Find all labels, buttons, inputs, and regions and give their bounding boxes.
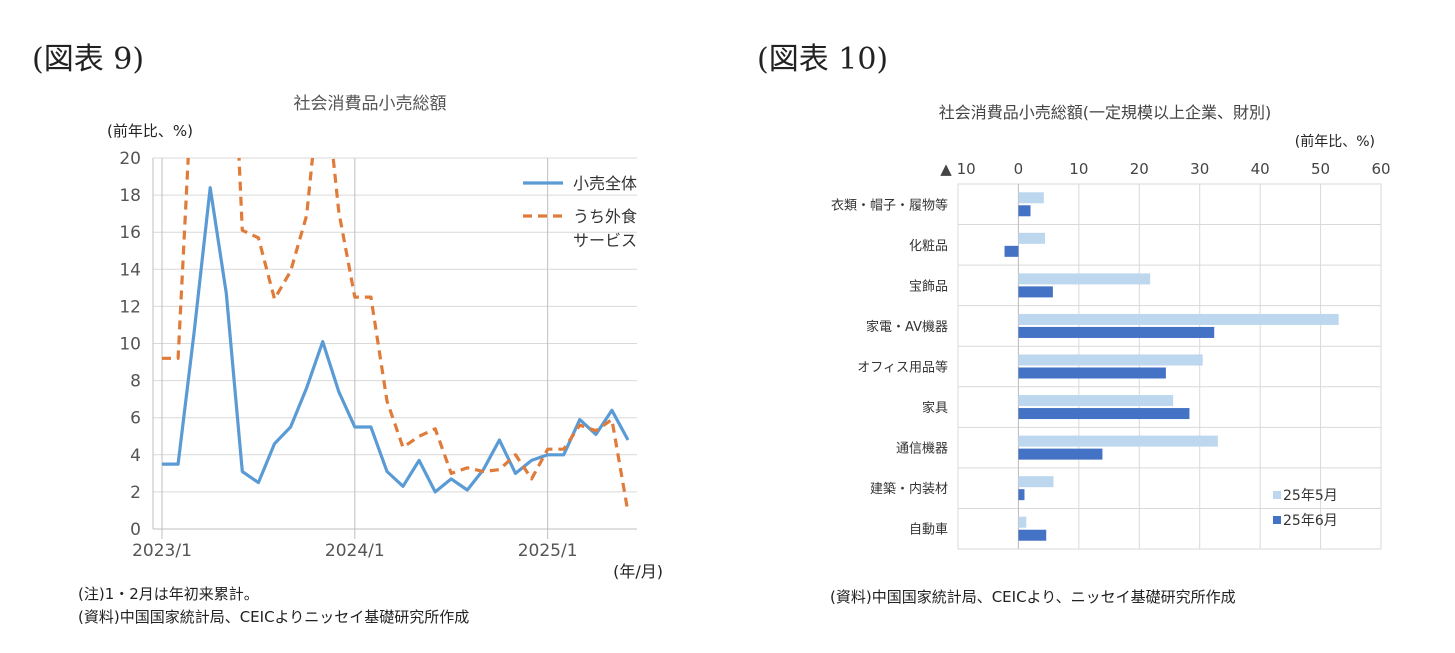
chart10-legend-swatch <box>1273 516 1281 524</box>
chart10-bar-june <box>1018 408 1190 420</box>
chart9-x-tick-label: 2023/1 <box>132 541 192 561</box>
retail-sales-line-chart: 社会消費品小売総額 (前年比、%) 0 2 4 6 8 10 12 14 16 18 20 2023/1 2… <box>107 94 663 581</box>
chart10-x-tick-label: 40 <box>1251 160 1270 178</box>
chart9-x-tick-label: 2024/1 <box>325 541 385 561</box>
chart10-bar-may <box>1018 395 1174 407</box>
chart9-legend-label: うち外食 <box>573 207 637 226</box>
chart10-bar-june <box>1018 326 1215 338</box>
chart9-x-unit: (年/月) <box>613 562 663 581</box>
chart9-legend-label: サービス <box>573 231 637 250</box>
chart10-legend-swatch <box>1273 491 1281 499</box>
chart10-category-label: 化粧品 <box>909 239 948 254</box>
chart10-x-tick-label: 20 <box>1130 160 1149 178</box>
chart10-x-tick-label: 0 <box>1014 160 1024 178</box>
chart9-y-tick-label: 6 <box>130 409 141 429</box>
chart10-category-label: 衣類・帽子・履物等 <box>831 197 948 213</box>
chart10-legend-label: 25年5月 <box>1283 488 1338 504</box>
chart10-category-label: 家具 <box>922 400 948 416</box>
chart10-bar-june <box>1018 529 1047 541</box>
chart10-x-tick-label: 10 <box>1069 160 1088 178</box>
chart9-y-tick-label: 18 <box>119 186 141 206</box>
chart10-bar-june <box>1004 245 1019 257</box>
chart9-y-tick-label: 2 <box>130 483 141 503</box>
figure10-label: (図表 10) <box>757 42 889 77</box>
chart9-series-line-0 <box>162 186 630 494</box>
chart9-y-unit: (前年比、%) <box>107 122 193 140</box>
chart10-bar-may <box>1018 516 1027 528</box>
chart10-x-tick-label: 50 <box>1311 160 1330 178</box>
chart10-category-label: 宝飾品 <box>909 279 948 294</box>
chart10-bar-may <box>1018 435 1218 447</box>
chart10-x-tick-label: 60 <box>1371 160 1390 178</box>
chart10-x-tick-label: ▲ 10 <box>940 160 975 178</box>
chart9-y-tick-label: 0 <box>130 520 141 540</box>
chart10-title: 社会消費品小売総額(一定規模以上企業、財別) <box>939 103 1272 122</box>
chart10-bar-may <box>1018 313 1339 325</box>
chart9-y-tick-label: 14 <box>119 260 141 280</box>
chart9-y-tick-label: 20 <box>119 149 141 169</box>
chart10-bar-june <box>1018 448 1103 460</box>
chart10-bar-may <box>1018 354 1203 366</box>
chart10-category-label: 通信機器 <box>896 442 948 457</box>
chart10-legend-label: 25年6月 <box>1283 513 1338 529</box>
chart9-y-tick-label: 12 <box>119 297 141 317</box>
chart10-bar-june <box>1018 286 1053 298</box>
chart9-y-tick-label: 8 <box>130 372 141 392</box>
chart10-category-label: 建築・内装材 <box>870 481 948 497</box>
chart10-bar-may <box>1018 476 1054 488</box>
chart9-x-tick-label: 2025/1 <box>518 541 578 561</box>
chart10-bar-may <box>1018 273 1151 285</box>
figure9-label: (図表 9) <box>32 42 145 77</box>
figure9-source: (資料)中国国家統計局、CEICよりニッセイ基礎研究所作成 <box>78 608 470 626</box>
chart10-bar-june <box>1018 205 1031 217</box>
chart10-plot-border <box>957 183 1382 550</box>
figure10-source: (資料)中国国家統計局、CEICより、ニッセイ基礎研究所作成 <box>830 588 1236 606</box>
chart10-category-label: 家電・AV機器 <box>866 319 948 335</box>
chart9-y-tick-label: 10 <box>119 335 141 355</box>
chart10-category-label: 自動車 <box>909 523 948 538</box>
figure9-note: (注)1・2月は年初来累計。 <box>78 585 259 603</box>
chart10-bar-june <box>1018 489 1025 501</box>
chart9-legend-label: 小売全体 <box>573 174 637 193</box>
chart9-title: 社会消費品小売総額 <box>294 94 447 114</box>
chart10-unit: (前年比、%) <box>1295 133 1375 150</box>
chart9-series-line-1 <box>162 158 630 513</box>
chart9-y-tick-label: 16 <box>119 223 141 243</box>
chart10-x-tick-label: 30 <box>1190 160 1209 178</box>
chart10-category-label: オフィス用品等 <box>857 360 948 376</box>
chart9-y-tick-label: 4 <box>130 446 141 466</box>
chart10-bar-june <box>1018 367 1166 379</box>
chart10-bar-may <box>1018 232 1046 244</box>
chart10-bar-may <box>1018 192 1044 204</box>
